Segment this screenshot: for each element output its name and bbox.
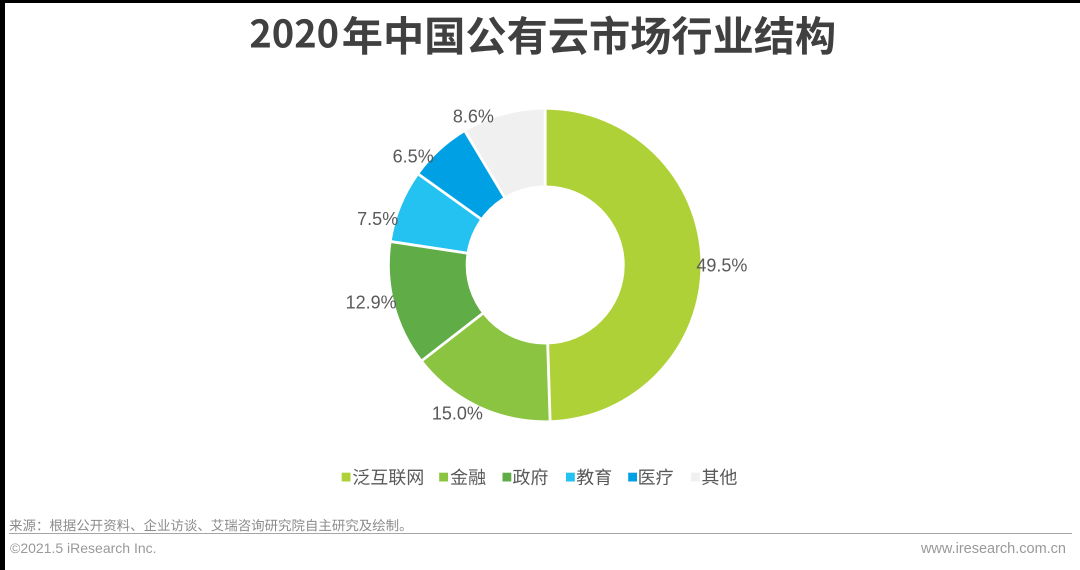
svg-text:8.6%: 8.6% <box>453 106 494 126</box>
svg-text:15.0%: 15.0% <box>432 404 483 424</box>
svg-text:7.5%: 7.5% <box>357 209 398 229</box>
svg-text:49.5%: 49.5% <box>696 256 747 276</box>
svg-text:6.5%: 6.5% <box>393 147 434 167</box>
svg-text:12.9%: 12.9% <box>346 292 397 312</box>
